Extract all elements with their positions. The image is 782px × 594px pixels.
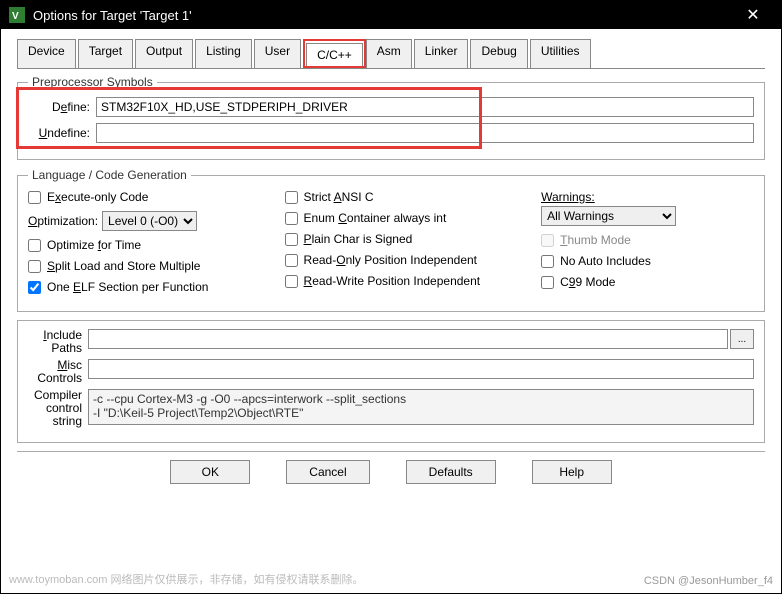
misc-controls-input[interactable]: [88, 359, 754, 379]
tab-output[interactable]: Output: [135, 39, 193, 68]
undefine-input[interactable]: [96, 123, 754, 143]
button-bar: OK Cancel Defaults Help: [17, 451, 765, 492]
c99-label: C99 Mode: [560, 275, 615, 289]
window-title: Options for Target 'Target 1': [33, 8, 733, 23]
col-left: Execute-only Code Optimization: Level 0 …: [28, 190, 265, 301]
tab-strip: Device Target Output Listing User C/C++ …: [17, 39, 765, 69]
include-paths-input[interactable]: [88, 329, 728, 349]
readwrite-pi-label: Read-Write Position Independent: [304, 274, 481, 288]
readonly-pi-label: Read-Only Position Independent: [304, 253, 477, 267]
plain-char-label: Plain Char is Signed: [304, 232, 413, 246]
no-auto-label: No Auto Includes: [560, 254, 651, 268]
define-label: Define:: [28, 100, 96, 114]
execute-only-label: Execute-only Code: [47, 190, 148, 204]
tab-debug[interactable]: Debug: [470, 39, 527, 68]
enum-container-checkbox[interactable]: [285, 212, 298, 225]
options-dialog: V Options for Target 'Target 1' ✕ Device…: [0, 0, 782, 594]
enum-container-label: Enum Container always int: [304, 211, 447, 225]
tab-listing[interactable]: Listing: [195, 39, 252, 68]
tab-device[interactable]: Device: [17, 39, 76, 68]
ok-button[interactable]: OK: [170, 460, 250, 484]
one-elf-label: One ELF Section per Function: [47, 280, 208, 294]
warnings-select[interactable]: All Warnings: [541, 206, 676, 226]
compiler-string-display: -c --cpu Cortex-M3 -g -O0 --apcs=interwo…: [88, 389, 754, 425]
tab-linker[interactable]: Linker: [414, 39, 469, 68]
strict-ansi-checkbox[interactable]: [285, 191, 298, 204]
language-legend: Language / Code Generation: [28, 168, 191, 182]
readonly-pi-checkbox[interactable]: [285, 254, 298, 267]
split-load-checkbox[interactable]: [28, 260, 41, 273]
help-button[interactable]: Help: [532, 460, 612, 484]
svg-text:V: V: [12, 11, 19, 22]
preprocessor-legend: Preprocessor Symbols: [28, 75, 157, 89]
plain-char-checkbox[interactable]: [285, 233, 298, 246]
thumb-checkbox: [541, 234, 554, 247]
optimize-time-checkbox[interactable]: [28, 239, 41, 252]
thumb-label: Thumb Mode: [560, 233, 631, 247]
defaults-button[interactable]: Defaults: [406, 460, 496, 484]
split-load-label: Split Load and Store Multiple: [47, 259, 200, 273]
tab-target[interactable]: Target: [78, 39, 133, 68]
tab-highlight-annotation: C/C++: [303, 39, 366, 68]
tab-c-cpp[interactable]: C/C++: [306, 43, 363, 66]
tab-user[interactable]: User: [254, 39, 301, 68]
include-paths-label: IncludePaths: [28, 329, 88, 355]
readwrite-pi-checkbox[interactable]: [285, 275, 298, 288]
cancel-button[interactable]: Cancel: [286, 460, 369, 484]
define-input[interactable]: [96, 97, 754, 117]
c99-checkbox[interactable]: [541, 276, 554, 289]
one-elf-checkbox[interactable]: [28, 281, 41, 294]
optimization-label: Optimization:: [28, 214, 98, 228]
col-mid: Strict ANSI C Enum Container always int …: [285, 190, 522, 301]
compiler-string-label: Compilercontrolstring: [28, 389, 88, 428]
tab-utilities[interactable]: Utilities: [530, 39, 591, 68]
paths-group: IncludePaths ... MiscControls Compilerco…: [17, 320, 765, 443]
watermark-left: www.toymoban.com 网络图片仅供展示，非存储，如有侵权请联系删除。: [9, 571, 363, 587]
misc-controls-label: MiscControls: [28, 359, 88, 385]
tab-asm[interactable]: Asm: [366, 39, 412, 68]
no-auto-checkbox[interactable]: [541, 255, 554, 268]
app-icon: V: [9, 7, 25, 23]
dialog-content: Device Target Output Listing User C/C++ …: [1, 29, 781, 500]
preprocessor-group: Preprocessor Symbols Define: Undefine:: [17, 75, 765, 160]
titlebar: V Options for Target 'Target 1' ✕: [1, 1, 781, 29]
execute-only-checkbox[interactable]: [28, 191, 41, 204]
watermark-right: CSDN @JesonHumber_f4: [644, 575, 773, 587]
optimization-select[interactable]: Level 0 (-O0): [102, 211, 197, 231]
language-group: Language / Code Generation Execute-only …: [17, 168, 765, 312]
include-paths-browse-button[interactable]: ...: [730, 329, 754, 349]
col-right: Warnings: All Warnings Thumb Mode No Aut…: [541, 190, 754, 301]
strict-ansi-label: Strict ANSI C: [304, 190, 374, 204]
close-button[interactable]: ✕: [733, 1, 773, 29]
optimize-time-label: Optimize for Time: [47, 238, 141, 252]
warnings-label: Warnings:: [541, 190, 754, 204]
undefine-label: Undefine:: [28, 126, 96, 140]
